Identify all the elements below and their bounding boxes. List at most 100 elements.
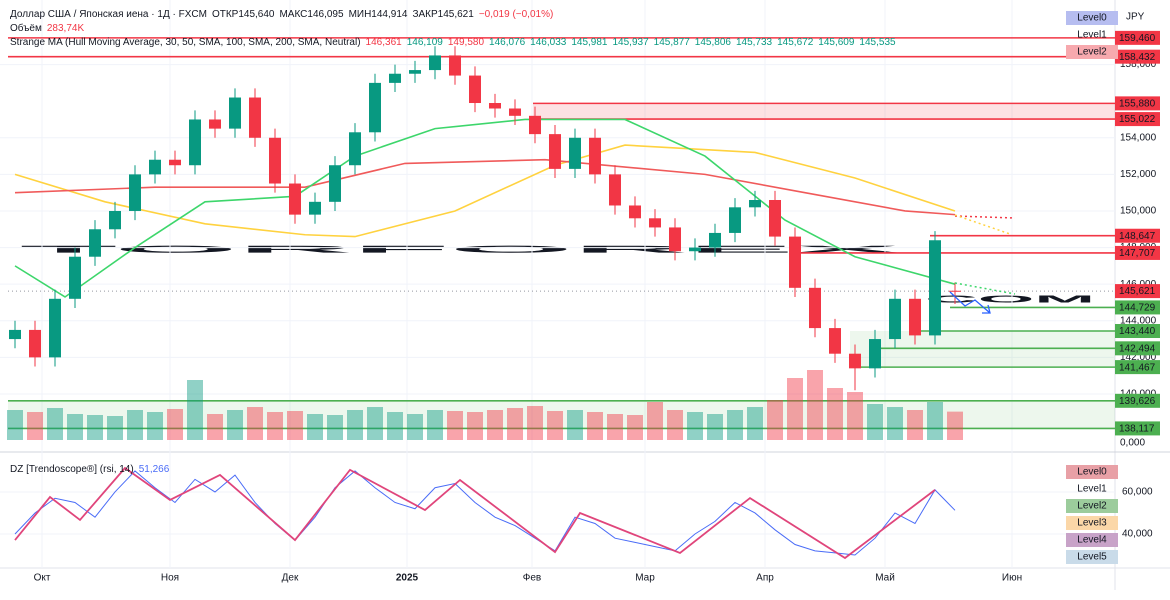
candle-body [129,174,141,211]
candle-body [49,298,61,358]
watermark: .COM [905,295,1095,306]
level-label-bg [1115,112,1160,127]
volume-bar [147,412,163,440]
candle-body [289,183,301,215]
volume-bar [387,412,403,440]
level-label-bg [1115,284,1160,299]
ohlc: МАКС146,095 [279,9,344,20]
volume-bar [447,411,463,440]
y-tick-label: 144,000 [1120,315,1157,326]
forecast [954,282,1016,295]
volume-bar [427,410,443,440]
candle-body [649,218,661,228]
y-tick-label: 152,000 [1120,169,1157,180]
level-label-bg [1115,49,1160,64]
candle-body [69,256,81,299]
volume-bar [887,407,903,440]
level-button-label: Level1 [1077,484,1107,495]
volume-bar [467,412,483,440]
volume-bar [667,410,683,440]
ma-line [14,144,956,238]
volume-bar [167,409,183,440]
volume-bar [907,410,923,440]
level-button [1066,45,1118,59]
volume-bar [647,402,663,440]
level-button-label: Level5 [1077,552,1107,563]
x-tick-label: Май [875,573,895,584]
level-zone [8,400,1115,429]
candle-body [489,103,501,109]
level-label-bg [1115,324,1160,339]
level-label-bg [1115,393,1160,408]
volume-bar [627,415,643,440]
indicator-value: 145,937 [612,37,649,48]
candle-body [709,232,721,248]
volume-bar [867,404,883,440]
level-label-bg [1115,360,1160,375]
level-label: 159,460 [1119,33,1156,44]
volume-tick-label: 0,000 [1120,438,1145,449]
rsi-value: 51,266 [138,464,170,475]
level-label-bg [1115,245,1160,260]
level-label-bg [1115,341,1160,356]
volume-bar [327,415,343,440]
volume-bar [87,415,103,440]
candle-body [569,137,581,169]
candle-body [89,229,101,257]
x-tick-label: Мар [635,573,655,584]
watermark: TORFOREX [20,245,905,256]
candle-body [829,328,841,354]
volume-bar [947,411,963,440]
level-label: 143,440 [1119,326,1156,337]
indicator-value: 149,580 [447,37,485,48]
volume-bar [507,408,523,440]
level-button [1066,533,1118,547]
volume-bar [207,414,223,440]
candle-body [749,199,761,208]
ma-line [14,158,956,216]
level-button [1066,465,1118,479]
volume-bar [767,400,783,440]
candle-body [9,329,21,340]
level-label-bg [1115,228,1160,243]
volume-bar [847,392,863,440]
volume-bar [347,410,363,440]
candle-body [529,115,541,135]
volume-bar [587,412,603,440]
volume-bar [127,410,143,440]
candle-body [549,134,561,169]
candle-body [169,159,181,166]
candle-body [309,201,321,215]
level-button-label: Level4 [1077,535,1107,546]
currency: JPY [1126,12,1145,23]
rsi-row: DZ [Trendoscope®] (rsi, 14) 51,266 [10,464,169,475]
volume-bar [487,410,503,440]
level-label: 144,729 [1119,303,1156,314]
ohlc: МИН144,914 [348,9,408,20]
indicator-title: Strange MA (Hull Moving Average, 30, 50,… [10,37,361,48]
x-tick-label: Фев [523,573,541,584]
indicator-value: 145,877 [653,37,690,48]
candle-body [109,210,121,230]
level-button [1066,516,1118,530]
volume-bar [707,414,723,440]
volume-bar [727,410,743,440]
x-tick-label: Ноя [161,573,179,584]
indicator-row: Strange MA (Hull Moving Average, 30, 50,… [10,37,896,48]
candle-body [589,137,601,175]
ma-line [14,118,956,298]
indicator-value: 145,981 [571,37,608,48]
volume-bar [187,380,203,440]
level-label: 142,494 [1119,343,1156,354]
volume-bar [27,412,43,440]
candle-body [209,119,221,129]
candle-body [29,329,41,358]
x-tick-label: Июн [1002,573,1022,584]
candle-body [329,165,341,202]
indicator-value: 146,361 [365,37,402,48]
candle-body [929,240,941,336]
candle-body [849,353,861,369]
